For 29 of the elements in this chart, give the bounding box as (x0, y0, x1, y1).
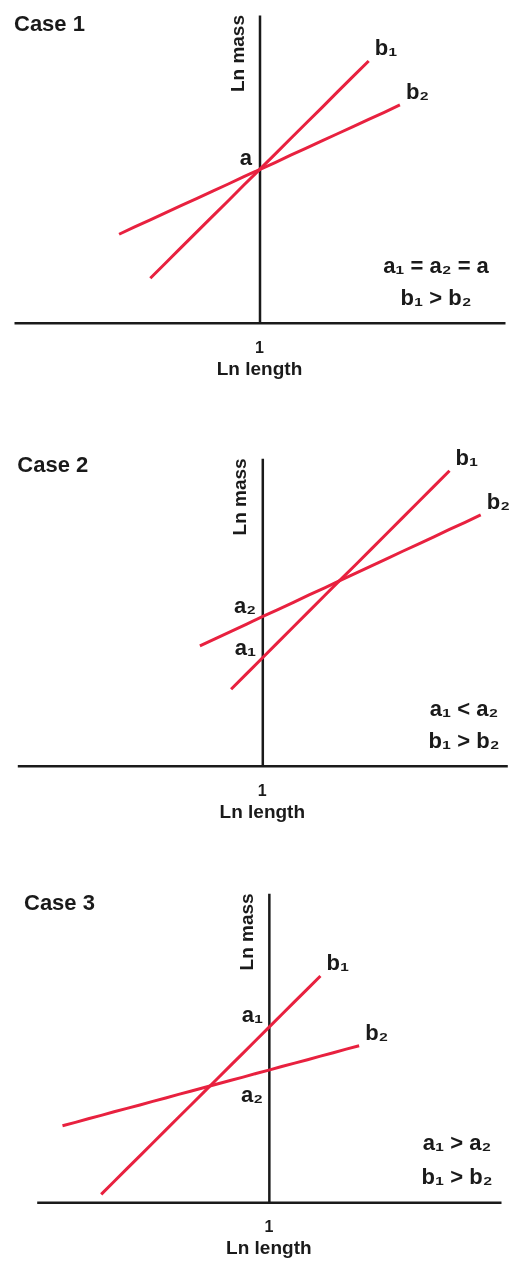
chart-title: Case 1 (14, 11, 85, 36)
text: 1 (255, 338, 265, 356)
y-axis-title: Ln mass (226, 15, 248, 93)
annotation: a₁ > a₂ (422, 1130, 492, 1156)
annotation: a₁ (241, 1002, 263, 1027)
series-label: b₁ (374, 35, 398, 60)
chart-title: Case 2 (17, 452, 89, 478)
annotation: a₁ = a₂ = a (383, 252, 490, 278)
series-label: b₁ (326, 950, 349, 975)
annotation: a₂ (240, 1081, 263, 1107)
series-label: b₁ (455, 444, 479, 470)
annotation: b₁ > b₂ (400, 284, 472, 310)
x-axis-title: Ln length (226, 1237, 312, 1259)
x-axis-title: Ln length (219, 800, 306, 822)
annotation: a₁ < a₂ (429, 695, 499, 721)
annotation: a₁ (234, 635, 256, 660)
x-axis-title: Ln length (216, 357, 303, 379)
annotation: a₂ (233, 593, 256, 618)
chart-title: Case 3 (24, 890, 95, 915)
text: 1 (257, 781, 267, 799)
y-axis-title: Ln mass (235, 893, 257, 971)
series-label: b₂ (405, 78, 430, 104)
annotation: b₁ > b₂ (428, 727, 500, 753)
series-label: b₂ (486, 488, 510, 514)
text: 1 (264, 1218, 274, 1236)
annotation: a (239, 145, 253, 170)
annotation: b₁ > b₂ (421, 1164, 493, 1190)
y-axis-title: Ln mass (229, 458, 251, 536)
series-label: b₂ (365, 1019, 389, 1045)
